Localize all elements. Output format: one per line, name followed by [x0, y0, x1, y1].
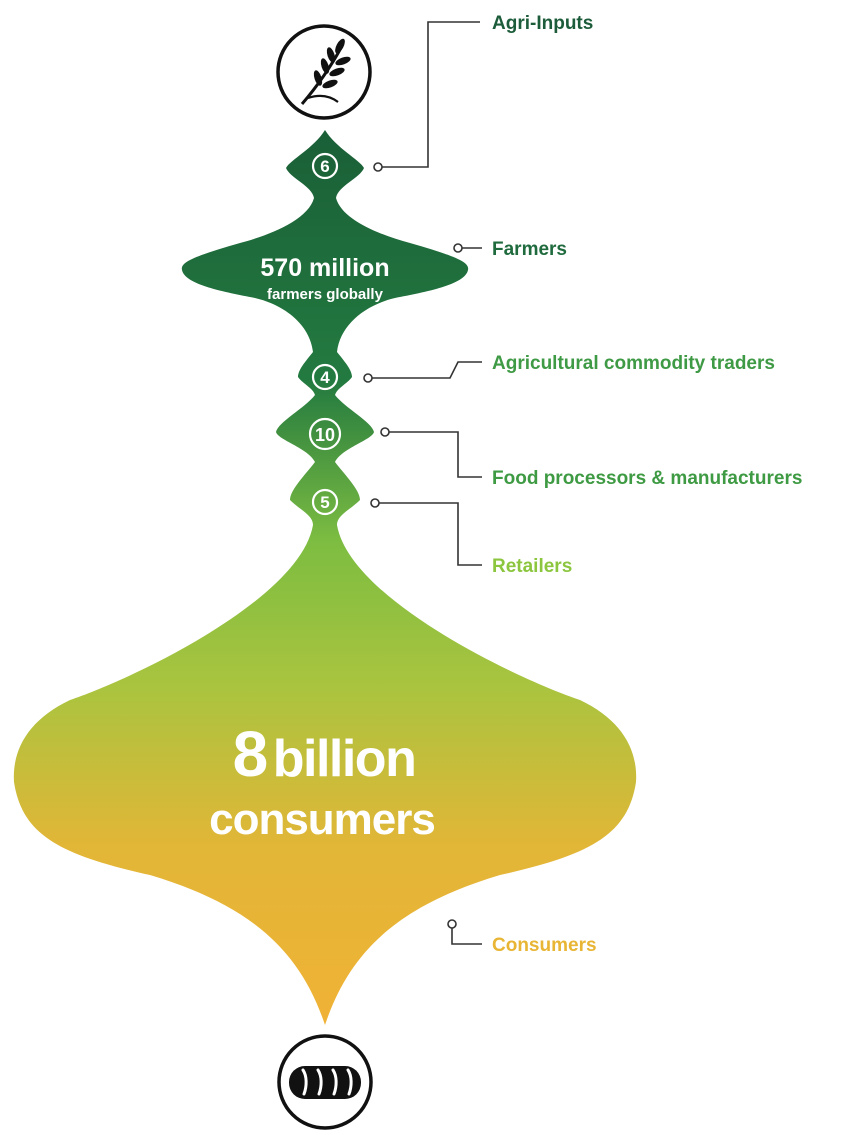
label-agri-inputs: Agri-Inputs: [492, 13, 593, 34]
consumers-headline: 8 billion: [233, 718, 416, 790]
svg-text:6: 6: [320, 157, 329, 176]
label-consumers: Consumers: [492, 935, 597, 956]
consumers-subline: consumers: [209, 795, 435, 844]
farmers-headline: 570 million: [260, 254, 389, 282]
bread-icon: [277, 1034, 373, 1130]
badge-retailers: 5: [311, 488, 339, 516]
svg-text:5: 5: [320, 493, 329, 512]
wheat-icon: [276, 24, 372, 120]
badge-processors: 10: [308, 417, 342, 451]
label-traders: Agricultural commodity traders: [492, 353, 775, 374]
label-farmers: Farmers: [492, 239, 567, 260]
supply-chain-flow-shape: [13, 130, 637, 1025]
badge-traders: 4: [311, 363, 339, 391]
badge-agri-inputs: 6: [311, 152, 339, 180]
label-retailers: Retailers: [492, 556, 572, 577]
connectors: [363, 21, 482, 945]
svg-text:4: 4: [320, 368, 330, 387]
label-processors: Food processors & manufacturers: [492, 468, 802, 489]
svg-text:10: 10: [315, 425, 335, 445]
farmers-subline: farmers globally: [267, 286, 384, 303]
